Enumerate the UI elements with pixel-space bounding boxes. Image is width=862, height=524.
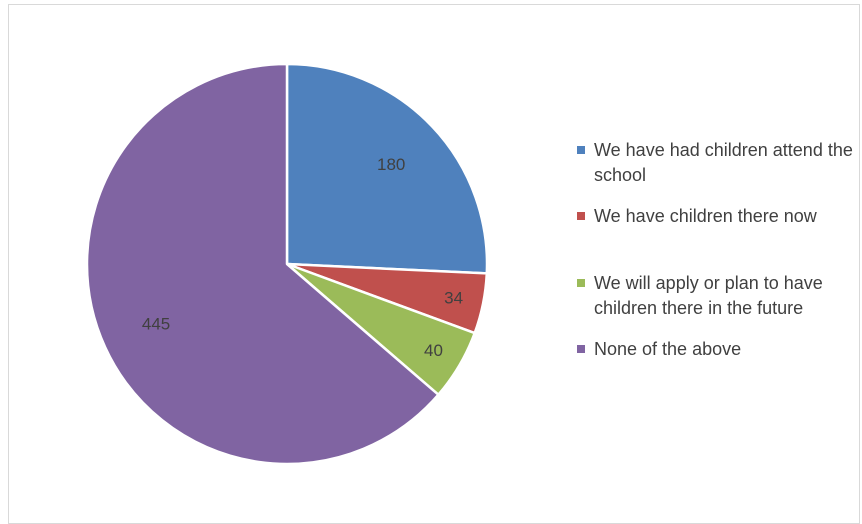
data-label: 40 [424, 341, 443, 360]
legend-swatch [577, 279, 585, 287]
legend-label: We will apply or plan to have children t… [594, 273, 823, 318]
legend-swatch [577, 212, 585, 220]
legend-label: None of the above [594, 339, 742, 359]
pie-slice [285, 62, 489, 275]
legend-item: We have children there now [577, 204, 857, 229]
legend-swatch [577, 345, 585, 353]
legend-item: None of the above [577, 337, 857, 362]
data-label: 34 [444, 288, 463, 307]
data-label: 180 [377, 155, 405, 174]
legend-item: We will apply or plan to have children t… [577, 271, 857, 321]
pie-slice [85, 62, 440, 466]
legend-item: We have had children attend the school [577, 138, 857, 188]
legend-label: We have had children attend the school [594, 140, 853, 185]
data-label: 445 [142, 314, 170, 333]
legend-label: We have children there now [594, 206, 817, 226]
pie-data-labels: 180 34 40 445 [142, 155, 463, 360]
pie-slices [85, 62, 489, 466]
legend-swatch [577, 146, 585, 154]
